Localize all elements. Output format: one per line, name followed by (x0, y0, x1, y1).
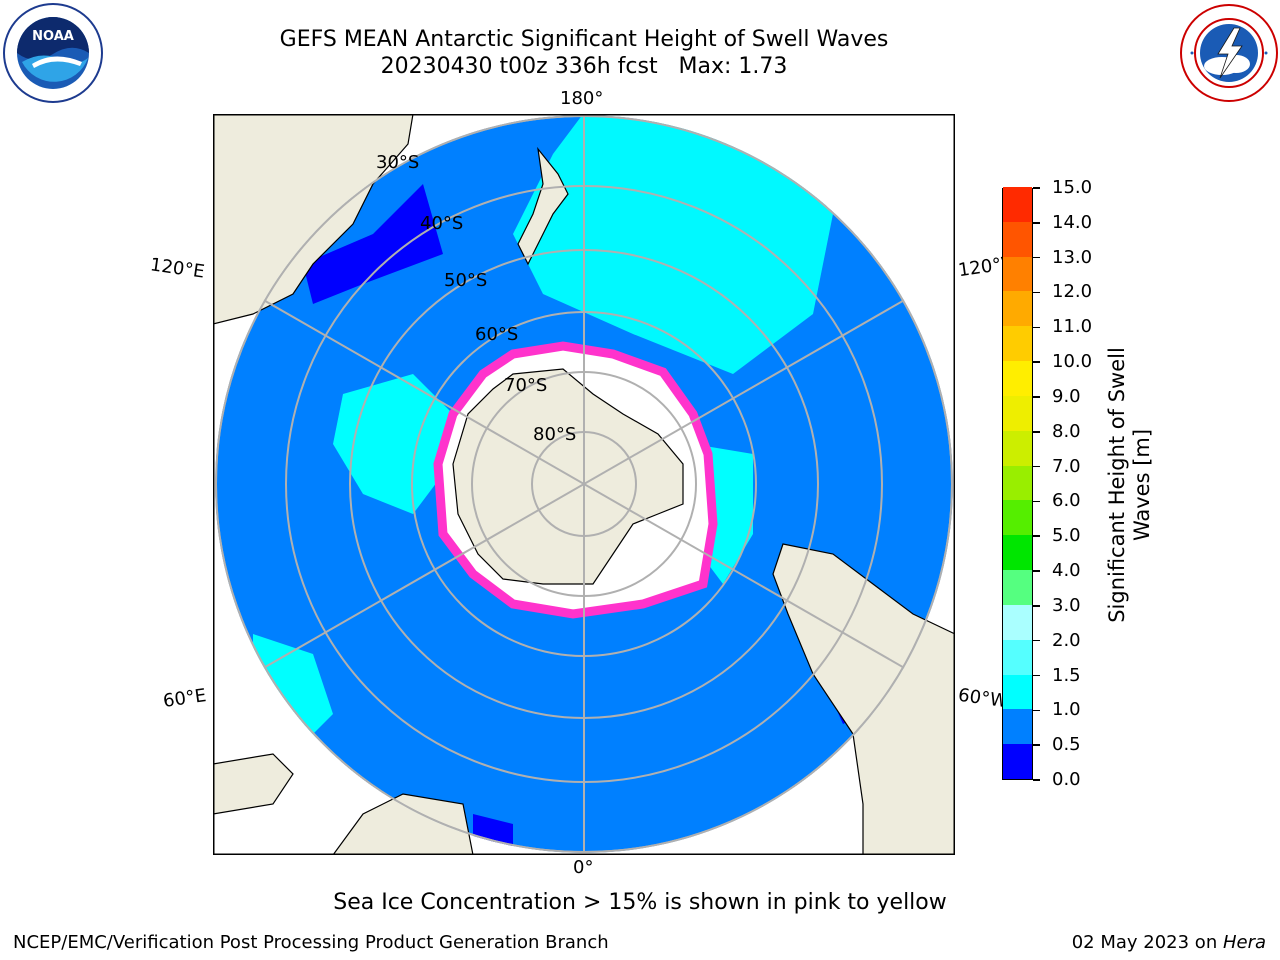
footer-host: Hera (1222, 932, 1266, 953)
noaa-logo: NOAA (3, 3, 103, 103)
colorbar-tick (1033, 326, 1040, 329)
colorbar-segment (1003, 499, 1032, 536)
colorbar-tick-label: 0.5 (1052, 734, 1081, 756)
colorbar-tick-label: 6.0 (1052, 490, 1081, 512)
colorbar-tick-label: 0.0 (1052, 769, 1081, 790)
chart-subtitle: 20230430 t00z 336h fcst Max: 1.73 (380, 54, 788, 79)
footer-credit: NCEP/EMC/Verification Post Processing Pr… (13, 932, 609, 953)
colorbar-label-line1: Significant Height of Swell (1105, 347, 1129, 623)
colorbar-tick-label: 1.0 (1052, 699, 1081, 721)
lon-label-120e: 120°E (148, 254, 206, 283)
colorbar-tick (1033, 396, 1040, 398)
colorbar-tick (1033, 744, 1040, 746)
colorbar-tick-label: 10.0 (1052, 351, 1093, 373)
colorbar-tick-label: 4.0 (1052, 560, 1081, 582)
colorbar-label: Significant Height of Swell Waves [m] (1105, 347, 1155, 623)
colorbar-tick-label: 7.0 (1052, 455, 1081, 477)
nws-logo (1180, 4, 1278, 102)
lat-label-30s: 30°S (376, 152, 420, 173)
colorbar-tick (1033, 570, 1040, 572)
swell-area-pacific (513, 115, 833, 374)
sea-ice-note: Sea Ice Concentration > 15% is shown in … (333, 890, 947, 915)
colorbar-tick (1033, 500, 1040, 503)
colorbar-segment (1003, 708, 1032, 745)
colorbar-segment (1003, 569, 1032, 605)
colorbar-segment (1003, 395, 1032, 431)
colorbar-segment (1003, 360, 1032, 396)
colorbar-segment (1003, 604, 1032, 640)
colorbar-tick-label: 3.0 (1052, 594, 1081, 616)
footer-date: 02 May 2023 on Hera (1072, 932, 1266, 953)
colorbar-segment (1003, 290, 1032, 327)
lat-label-80s: 80°S (533, 424, 577, 445)
colorbar-tick (1033, 674, 1040, 677)
colorbar-tick (1033, 291, 1040, 294)
colorbar-tick-label: 1.5 (1052, 664, 1081, 686)
colorbar-tick (1033, 222, 1040, 224)
lat-label-50s: 50°S (444, 270, 488, 291)
chart-title: GEFS MEAN Antarctic Significant Height o… (279, 27, 889, 52)
colorbar-tick (1033, 709, 1040, 712)
colorbar-segment (1003, 674, 1032, 710)
lon-label-60e: 60°E (161, 685, 208, 712)
colorbar-tick-label: 14.0 (1052, 211, 1093, 233)
colorbar-tick-label: 9.0 (1052, 385, 1081, 407)
colorbar-tick-label: 8.0 (1052, 420, 1081, 442)
colorbar-tick (1033, 465, 1040, 468)
colorbar-tick (1033, 256, 1040, 259)
new-zealand-land (517, 146, 569, 266)
colorbar-tick-label: 2.0 (1052, 629, 1081, 651)
colorbar-segment (1003, 534, 1032, 571)
colorbar-tick (1033, 605, 1040, 607)
colorbar-tick-label: 11.0 (1052, 316, 1093, 338)
colorbar-tick (1033, 779, 1040, 781)
colorbar-segment (1003, 465, 1032, 501)
colorbar-tick (1033, 535, 1040, 537)
lat-label-60s: 60°S (475, 324, 519, 345)
lat-label-40s: 40°S (420, 213, 464, 234)
colorbar-tick (1033, 187, 1040, 189)
lat-label-70s: 70°S (504, 375, 548, 396)
colorbar-tick-label: 5.0 (1052, 525, 1081, 547)
colorbar-segment (1003, 743, 1032, 779)
lon-label-180: 180° (560, 88, 604, 109)
colorbar-segment (1003, 256, 1032, 292)
lon-label-0: 0° (573, 857, 594, 878)
polar-map (213, 114, 955, 855)
colorbar-tick (1033, 361, 1040, 363)
colorbar-segment (1003, 221, 1032, 257)
colorbar-tick-label: 15.0 (1052, 177, 1093, 198)
colorbar-segment (1003, 325, 1032, 362)
colorbar-tick-label: 12.0 (1052, 281, 1093, 303)
colorbar-segment (1003, 639, 1032, 675)
footer-date-text: 02 May 2023 on (1071, 932, 1223, 953)
africa-land (213, 753, 294, 815)
antarctica-land (452, 368, 684, 585)
colorbar-segment (1003, 430, 1032, 466)
low-swell-australia (303, 184, 443, 304)
colorbar-tick (1033, 639, 1040, 642)
colorbar (1002, 186, 1033, 780)
colorbar-segment (1003, 186, 1032, 222)
colorbar-tick-label: 13.0 (1052, 246, 1093, 268)
colorbar-tick (1033, 431, 1040, 433)
noaa-logo-text: NOAA (32, 29, 74, 44)
colorbar-label-line2: Waves [m] (1130, 428, 1154, 542)
